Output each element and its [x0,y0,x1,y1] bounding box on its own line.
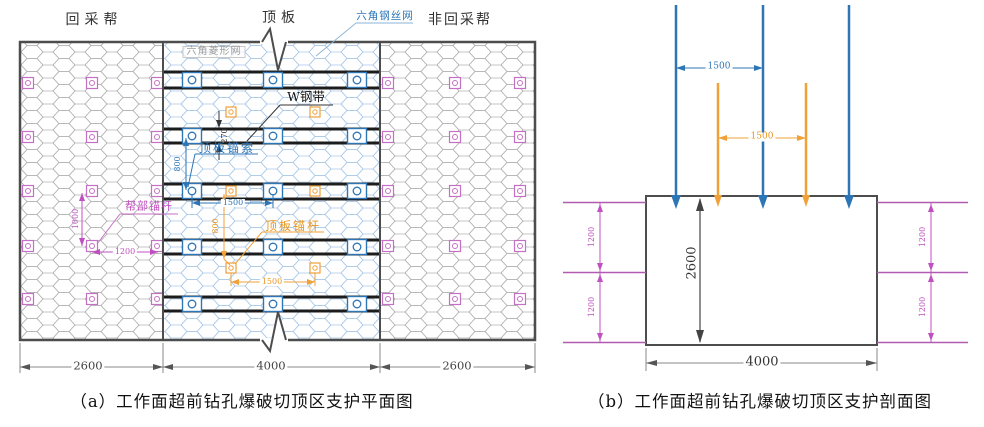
caption-section-view: （b）工作面超前钻孔爆破切顶区支护剖面图 [587,391,933,411]
dim-right-width: 2600 [440,358,474,373]
dim-side-upper-left: 1200 [587,226,596,248]
dim-bolt-row-spacing: 800 [211,218,220,234]
dim-roadway-height: 2600 [684,244,700,282]
caption-plan-view: （a）工作面超前钻孔爆破切顶区支护平面图 [70,391,414,411]
dim-side-lower-right: 1200 [918,296,927,318]
leader-lines [96,22,413,265]
non-mining-side-label: 非回采帮 [428,12,492,28]
dim-side-bolt-spacing: 1200 [112,247,138,256]
hex-wire-mesh-label: 六角钢丝网 [356,9,414,22]
dim-roadway-width: 4000 [743,354,781,370]
section-anchor-bolts [714,83,810,207]
dim-middle-width: 4000 [254,358,288,373]
dim-bolt-spacing: 1500 [259,277,285,286]
roof-anchor-bolt-label: 顶板锚杆 [264,219,322,233]
dim-section-bolt-spacing: 1500 [748,131,776,142]
w-steel-belt-label: W钢带 [287,88,325,104]
dim-cable-spacing: 1500 [220,198,246,207]
section-anchor-cables [671,5,854,209]
dim-section-cable-spacing: 1500 [705,61,733,72]
section-side-bolt-lines [563,201,968,344]
roof-label: 顶板 [262,10,300,26]
dim-belt-width: 270 [220,128,229,144]
side-anchor-bolt-label: 帮部锚杆 [125,199,173,213]
dim-side-bolt-row-spacing: 1000 [71,208,80,230]
break-symbols [260,26,288,354]
dim-side-lower-left: 1200 [587,296,596,318]
hex-diamond-mesh-label: 六角菱形网 [182,46,246,58]
mining-side-label: 回采帮 [65,12,123,28]
roof-anchor-cable-label: 顶板锚索 [198,141,256,155]
dim-left-width: 2600 [71,358,105,373]
dim-cable-row-spacing: 800 [173,156,182,172]
dim-side-upper-right: 1200 [918,226,927,248]
roadway-outline-section [645,195,878,346]
